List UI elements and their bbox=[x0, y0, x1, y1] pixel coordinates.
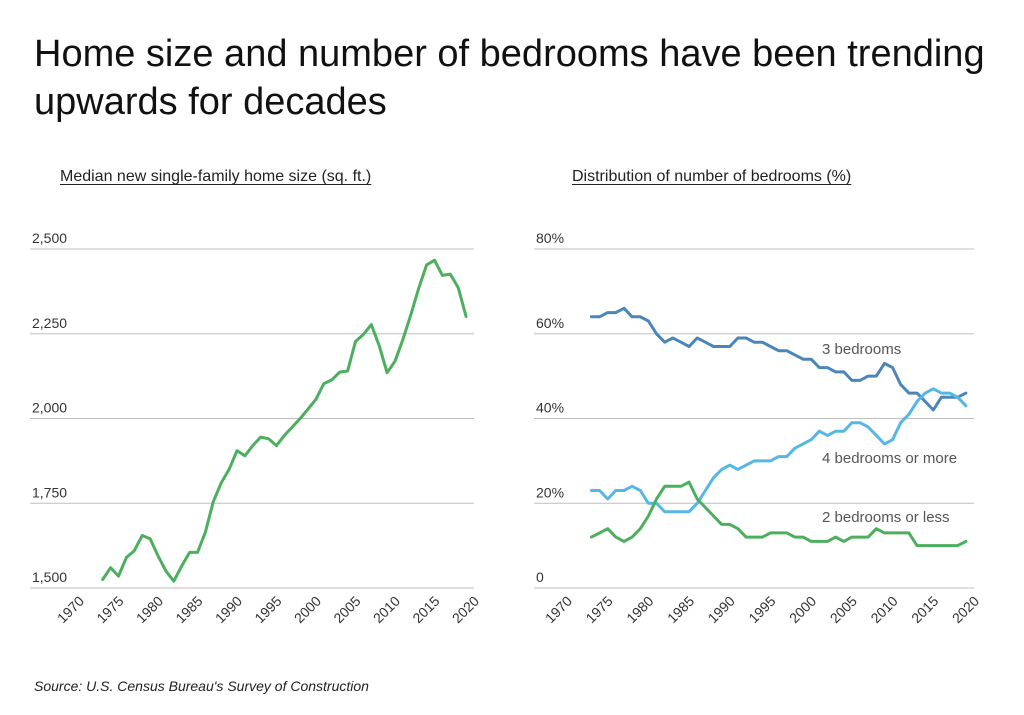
y-tick-label: 1,750 bbox=[32, 484, 67, 500]
x-tick-label: 1995 bbox=[745, 593, 778, 626]
series-label: 4 bedrooms or more bbox=[822, 450, 957, 467]
series-label: 2 bedrooms or less bbox=[822, 509, 950, 526]
x-tick-label: 1990 bbox=[705, 593, 738, 626]
x-tick-label: 1975 bbox=[582, 593, 615, 626]
series-line-3-bedrooms bbox=[589, 306, 968, 412]
page-title: Home size and number of bedrooms have be… bbox=[34, 33, 985, 123]
y-tick-label: 2,500 bbox=[32, 230, 67, 246]
x-tick-label: 2020 bbox=[949, 593, 982, 626]
left-chart-title: Median new single-family home size (sq. … bbox=[60, 168, 372, 185]
y-tick-label: 80% bbox=[536, 230, 564, 246]
y-tick-label: 60% bbox=[536, 315, 564, 331]
y-tick-label: 2,250 bbox=[32, 315, 67, 331]
y-tick-label: 20% bbox=[536, 484, 564, 500]
x-tick-label: 2005 bbox=[827, 593, 860, 626]
y-tick-label: 2,000 bbox=[32, 400, 67, 416]
right-chart-title: Distribution of number of bedrooms (%) bbox=[572, 168, 852, 185]
series-line-2-bedrooms-or-less bbox=[589, 480, 968, 548]
x-tick-label: 2010 bbox=[867, 593, 900, 626]
x-tick-label: 1985 bbox=[664, 593, 697, 626]
x-tick-label: 1970 bbox=[542, 593, 575, 626]
source-note: Source: U.S. Census Bureau's Survey of C… bbox=[34, 678, 369, 694]
x-tick-label: 2000 bbox=[786, 593, 819, 626]
y-tick-label: 1,500 bbox=[32, 569, 67, 585]
x-tick-label: 2015 bbox=[908, 593, 941, 626]
x-tick-label: 1980 bbox=[623, 593, 656, 626]
series-line-home-size bbox=[101, 258, 468, 583]
series-label: 3 bedrooms bbox=[822, 341, 901, 358]
y-tick-label: 0 bbox=[536, 569, 544, 585]
y-tick-label: 40% bbox=[536, 400, 564, 416]
